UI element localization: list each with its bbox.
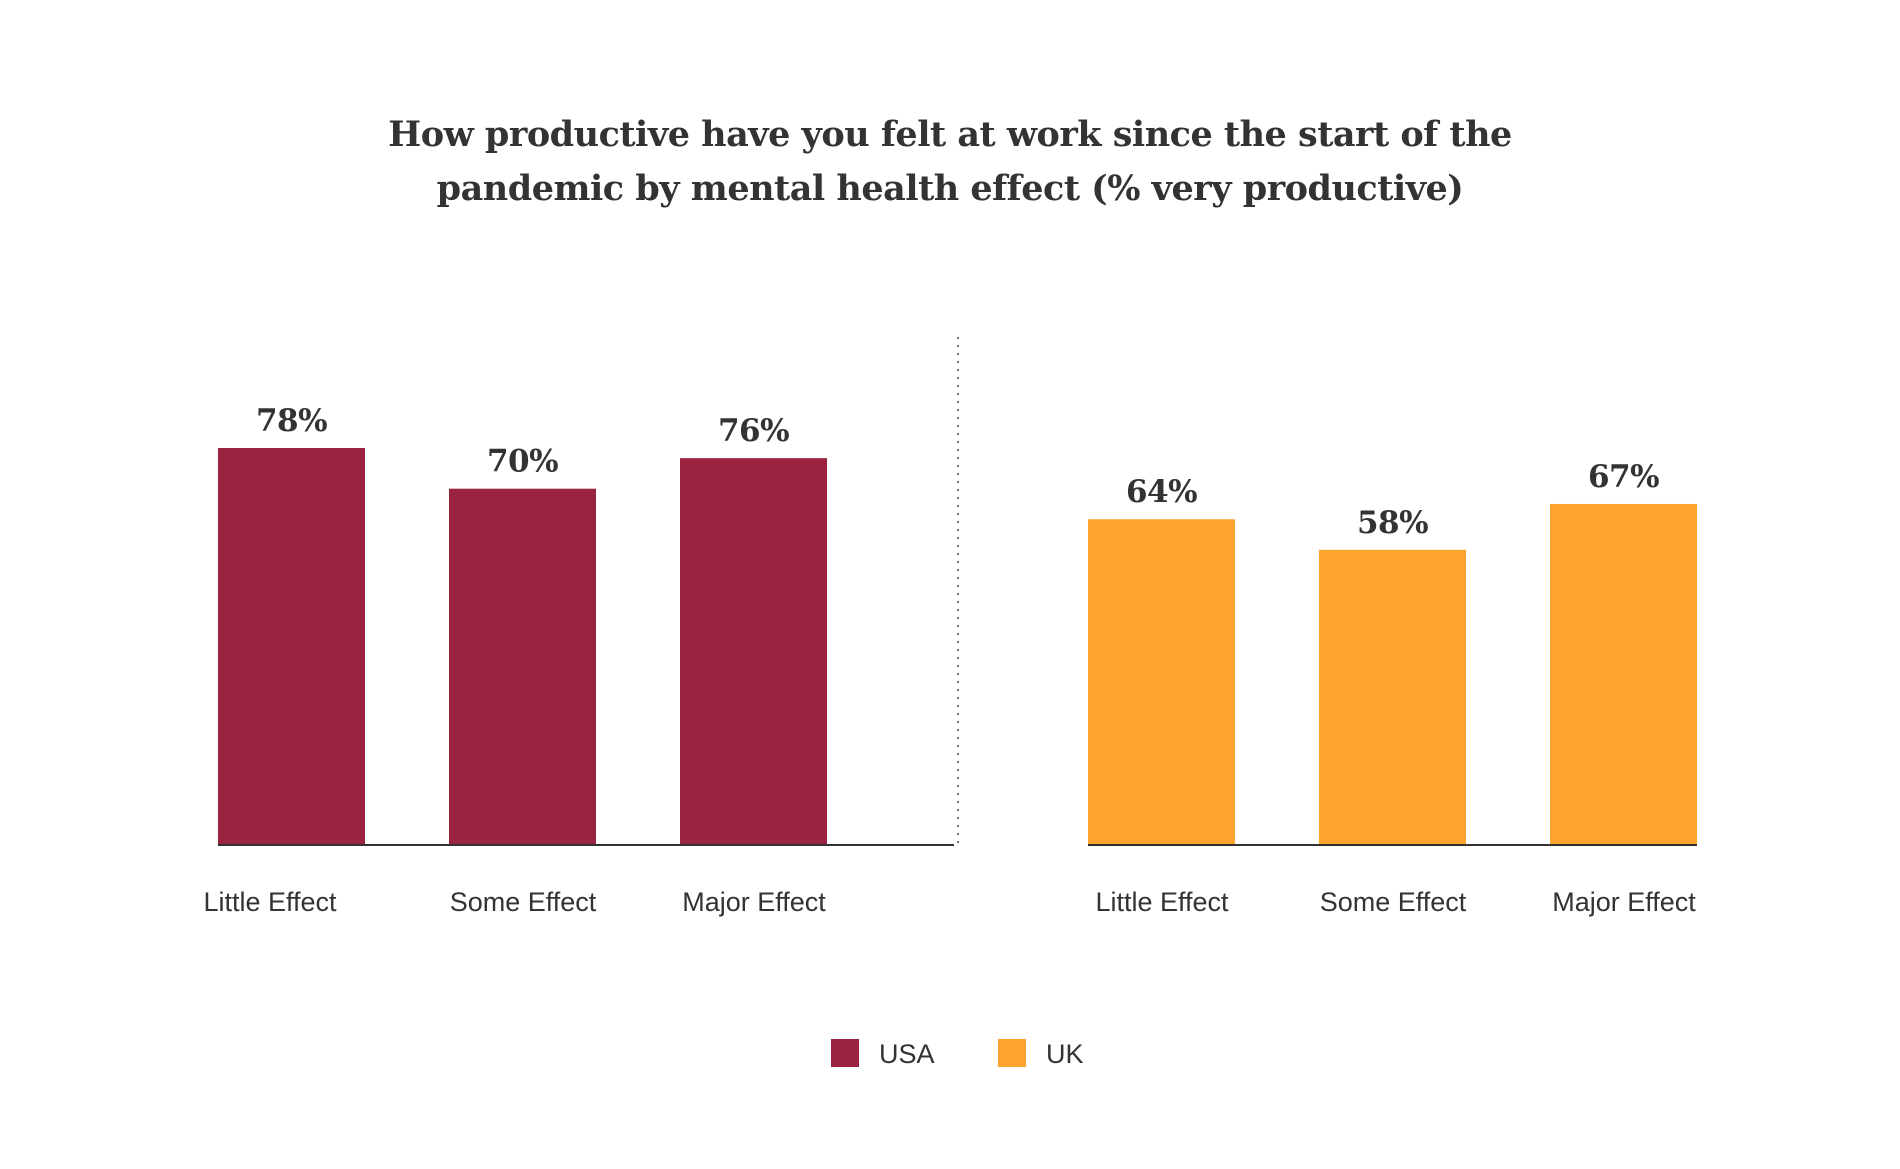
value-label-usa-1: 78% [256, 403, 327, 439]
value-label-usa-2: 70% [487, 444, 558, 480]
chart-title-line-1: How productive have you felt at work sin… [388, 114, 1512, 155]
category-label-uk-3: Major Effect [1552, 887, 1696, 917]
chart-title-line-2: pandemic by mental health effect (% very… [436, 168, 1464, 209]
category-label-usa-2: Some Effect [450, 887, 597, 917]
value-label-uk-3: 67% [1588, 459, 1659, 495]
bar-usa-1 [218, 447, 365, 845]
category-label-uk-2: Some Effect [1320, 887, 1467, 917]
legend-swatch-uk [998, 1039, 1026, 1067]
legend-label-uk: UK [1046, 1039, 1084, 1069]
category-label-usa-1: Little Effect [203, 887, 337, 917]
bar-usa-2 [449, 488, 596, 845]
value-label-usa-3: 76% [718, 413, 789, 449]
bar-uk-2 [1319, 549, 1466, 845]
value-label-uk-1: 64% [1126, 474, 1197, 510]
legend-swatch-usa [831, 1039, 859, 1067]
bar-uk-1 [1088, 519, 1235, 845]
bar-uk-3 [1550, 503, 1697, 845]
category-label-usa-3: Major Effect [682, 887, 826, 917]
category-label-uk-1: Little Effect [1095, 887, 1229, 917]
chart-title: How productive have you felt at work sin… [0, 108, 1900, 216]
legend-label-usa: USA [879, 1039, 935, 1069]
bar-usa-3 [680, 458, 827, 845]
value-label-uk-2: 58% [1357, 505, 1428, 541]
